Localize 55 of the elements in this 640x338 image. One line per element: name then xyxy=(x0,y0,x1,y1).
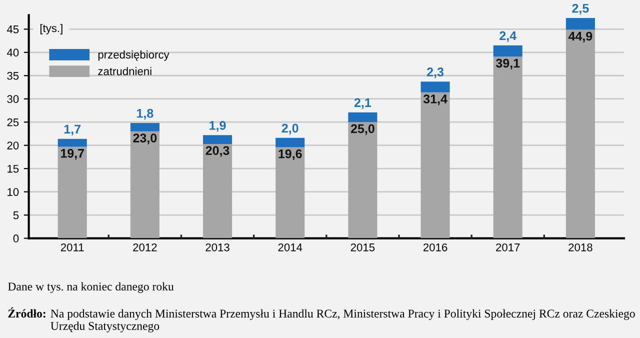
legend-label: przedsiębiorcy xyxy=(98,50,170,61)
y-tick-label: 5 xyxy=(13,211,19,220)
x-tick-label: 2018 xyxy=(568,243,592,252)
y-tick-label: 35 xyxy=(7,72,19,80)
bar xyxy=(420,92,450,238)
x-tick-label: 2012 xyxy=(133,243,157,252)
y-axis-title: [tys.] xyxy=(40,24,62,34)
data-label: 19,7 xyxy=(60,148,84,160)
data-label: 19,6 xyxy=(278,149,302,160)
bar xyxy=(58,138,87,147)
x-tick-label: 2016 xyxy=(423,243,448,252)
data-label: 2,4 xyxy=(500,31,516,42)
bar xyxy=(566,18,595,30)
data-label: 1,9 xyxy=(210,121,226,132)
data-label: 23,0 xyxy=(133,134,157,144)
data-label: 39,1 xyxy=(496,58,520,70)
bar xyxy=(276,147,305,238)
bar xyxy=(493,45,522,57)
bar xyxy=(130,123,160,132)
data-label: 2,0 xyxy=(282,124,298,134)
bar xyxy=(566,30,595,238)
data-label: 2,3 xyxy=(427,68,444,78)
bar xyxy=(58,146,87,238)
x-tick-label: 2017 xyxy=(496,243,520,252)
data-label: 44,9 xyxy=(568,32,592,42)
data-label: 2,1 xyxy=(354,98,372,109)
y-tick-label: 40 xyxy=(6,48,19,57)
y-tick-label: 45 xyxy=(6,26,19,34)
data-label: 1,8 xyxy=(137,108,154,120)
bar xyxy=(203,144,232,238)
y-tick-label: 25 xyxy=(7,118,19,126)
y-tick-label: 30 xyxy=(7,95,19,103)
data-label: 25,0 xyxy=(350,124,374,135)
bar xyxy=(420,82,450,92)
text: Źródło: Na podstawie danych Ministerstwa Przemysłu i Handlu RCz, Ministerstwa Pracy i Polityki Społecznej RCz oraz Czeskiego Urzędu Statystycznego xyxy=(8,307,635,332)
y-tick-label: 0 xyxy=(13,234,19,242)
y-tick-label: 15 xyxy=(8,164,19,173)
data-label: 1,7 xyxy=(64,124,80,136)
x-tick-label: 2013 xyxy=(206,243,230,252)
data-label: 20,3 xyxy=(206,146,230,157)
x-tick-label: 2011 xyxy=(60,243,84,252)
bar xyxy=(203,135,232,144)
data-label: 31,4 xyxy=(423,94,448,106)
bar xyxy=(276,138,305,148)
bar xyxy=(493,56,522,238)
legend-label: zatrudnieni xyxy=(98,67,152,76)
y-tick-label: 10 xyxy=(8,188,19,196)
bar xyxy=(348,122,378,238)
x-tick-label: 2015 xyxy=(350,243,375,252)
y-tick-label: 20 xyxy=(7,142,19,150)
bar xyxy=(348,112,378,122)
text: Dane w tys. na koniec danego roku xyxy=(8,282,174,293)
x-tick-label: 2014 xyxy=(278,243,302,252)
bar xyxy=(130,131,160,238)
data-label: 2,5 xyxy=(572,4,589,15)
